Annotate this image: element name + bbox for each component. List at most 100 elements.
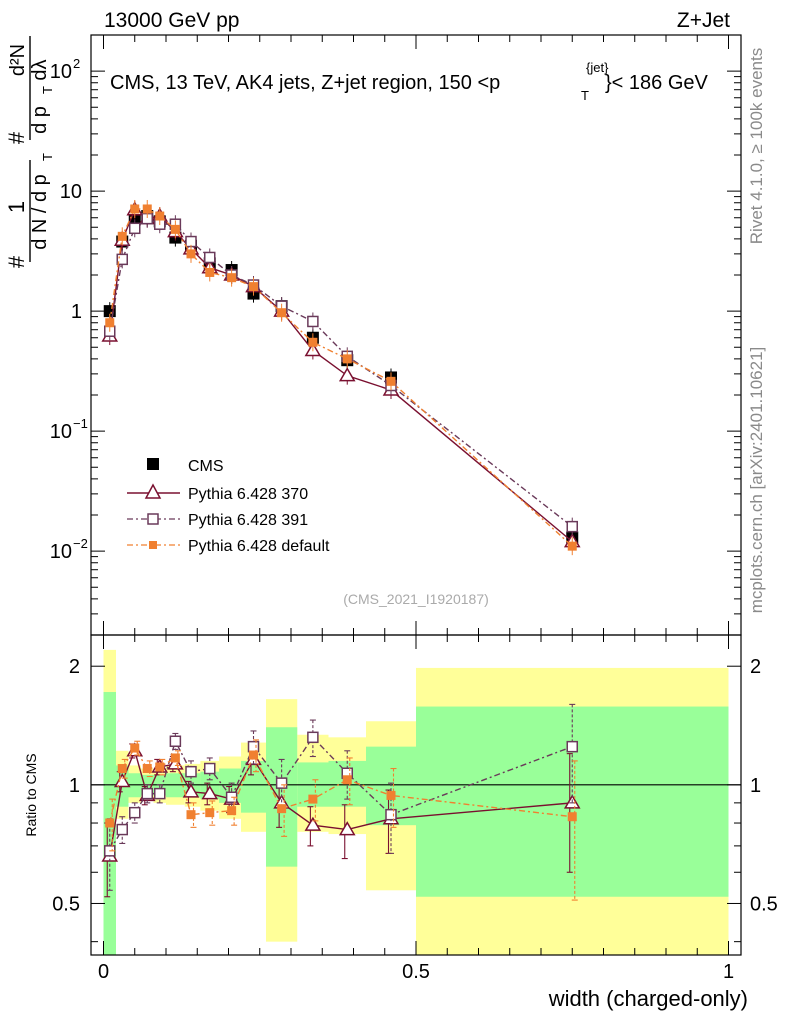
ratio-data-point xyxy=(201,785,219,800)
ylabel-d2n: d²N xyxy=(7,44,29,76)
ratio-data-point xyxy=(304,816,322,831)
ratio-data-point xyxy=(308,794,318,804)
main-data-point xyxy=(170,224,180,234)
ylabel-one: 1 xyxy=(4,201,29,213)
main-data-point xyxy=(277,308,287,318)
main-data-point xyxy=(386,376,396,386)
ratio-frame xyxy=(90,634,742,956)
main-data-point xyxy=(117,231,127,241)
main-data-point xyxy=(186,249,196,259)
main-ylabel: # 1 d N / d p T # d²N d p T dλ xyxy=(4,36,55,268)
ratio-data-point xyxy=(275,777,288,789)
main-ytick-label: 10 xyxy=(50,61,72,83)
ratio-ytick-label-left: 2 xyxy=(69,656,80,678)
main-data-point xyxy=(227,273,237,283)
main-data-point xyxy=(307,315,319,328)
main-ytick-label: 10 xyxy=(50,541,72,563)
main-data-point xyxy=(116,253,128,266)
ratio-data-point xyxy=(182,783,200,798)
ratio-data-point xyxy=(129,806,141,819)
title-sup: {jet} xyxy=(586,60,609,75)
analysis-watermark: (CMS_2021_I1920187) xyxy=(343,591,489,607)
main-ytick-label: 10 xyxy=(60,181,82,203)
ratio-data-point xyxy=(154,787,166,800)
main-data-point xyxy=(204,251,216,264)
main-data-point xyxy=(338,367,356,382)
ratio-data-point xyxy=(113,772,131,788)
main-data-point xyxy=(155,211,165,221)
ratio-ytick-label-right: 2 xyxy=(750,656,761,678)
main-title: CMS, 13 TeV, AK4 jets, Z+jet region, 150… xyxy=(110,60,709,103)
ratio-data-point xyxy=(567,812,577,822)
ratio-xtick-label: 1 xyxy=(723,961,734,983)
energy-label: 13000 GeV pp xyxy=(104,9,239,32)
ratio-xtick-label: 0 xyxy=(98,961,109,983)
ratio-data-point xyxy=(204,762,216,775)
legend-label-370: Pythia 6.428 370 xyxy=(188,486,308,503)
main-ytick-label: 1 xyxy=(71,301,82,323)
main-data-point xyxy=(342,354,352,364)
title-tail: }< 186 GeV xyxy=(605,72,709,94)
ratio-data-point xyxy=(227,806,237,816)
ratio-data-point xyxy=(105,818,115,828)
ratio-data-point xyxy=(249,750,258,760)
ratio-xlabel: width (charged-only) xyxy=(548,986,748,1011)
ratio-plot: 0.5 0.5 1 1 2 2 0 0.5 1 xyxy=(52,635,778,983)
process-label: Z+Jet xyxy=(677,9,730,32)
ratio-data-point xyxy=(205,808,215,818)
ratio-data-point xyxy=(142,764,152,774)
main-data-point xyxy=(129,222,141,235)
main-data-point xyxy=(105,318,115,328)
main-data-point xyxy=(567,541,577,551)
legend-label-391: Pythia 6.428 391 xyxy=(188,512,308,529)
ylabel-hash-2: # xyxy=(4,131,29,144)
legend-marker-391 xyxy=(147,513,159,525)
ratio-data-point xyxy=(385,808,397,821)
main-ytick-exponent: −1 xyxy=(73,416,88,431)
ratio-ylabel: Ratio to CMS xyxy=(23,753,39,836)
legend-marker-default xyxy=(149,541,157,549)
ratio-band-inner xyxy=(241,760,266,813)
ratio-data-point xyxy=(117,764,127,774)
rivet-label: Rivet 4.1.0, ≥ 100k events xyxy=(747,48,766,244)
ratio-ytick-label-right: 0.5 xyxy=(750,893,778,915)
ratio-data-point xyxy=(277,804,287,814)
main-ytick-label: 10 xyxy=(50,421,72,443)
ratio-data-point xyxy=(185,765,197,778)
main-data-point xyxy=(142,204,152,214)
ratio-xtick-label: 0.5 xyxy=(402,961,430,983)
ylabel-hash-1: # xyxy=(4,255,29,268)
main-data-point xyxy=(249,282,258,292)
ylabel-dlambda: dλ xyxy=(29,59,51,80)
ylabel-dp: d p xyxy=(29,106,51,134)
mcplots-label: mcplots.cern.ch [arXiv:2401.10621] xyxy=(747,347,766,613)
main-data-point xyxy=(130,204,140,214)
ylabel-dn: d N / d p xyxy=(29,174,51,250)
ratio-data-point xyxy=(141,787,153,800)
ratio-data-point xyxy=(307,731,319,744)
ratio-data-point xyxy=(116,823,128,836)
legend-marker-370 xyxy=(144,483,162,499)
ratio-data-point xyxy=(155,762,165,772)
main-data-point xyxy=(308,337,318,347)
legend-label-default: Pythia 6.428 default xyxy=(188,538,330,555)
legend-marker-cms xyxy=(147,458,159,470)
title-main: CMS, 13 TeV, AK4 jets, Z+jet region, 150… xyxy=(110,72,500,94)
ratio-data-point xyxy=(169,735,182,748)
ratio-data-point xyxy=(247,740,260,753)
title-sub: T xyxy=(581,88,589,103)
legend: CMS Pythia 6.428 370 Pythia 6.428 391 Py… xyxy=(127,458,330,555)
ylabel-t2: T xyxy=(40,86,55,94)
ratio-data-point xyxy=(170,753,180,763)
ratio-ytick-label-right: 1 xyxy=(750,775,761,797)
ratio-ytick-label-left: 1 xyxy=(69,775,80,797)
ratio-data-point xyxy=(566,740,578,753)
main-data-point xyxy=(566,520,578,533)
ratio-data-point xyxy=(130,743,140,753)
ratio-data-point xyxy=(342,775,352,785)
main-data-point xyxy=(205,267,215,277)
ylabel-t1: T xyxy=(40,153,55,161)
ratio-data-point xyxy=(186,810,196,820)
